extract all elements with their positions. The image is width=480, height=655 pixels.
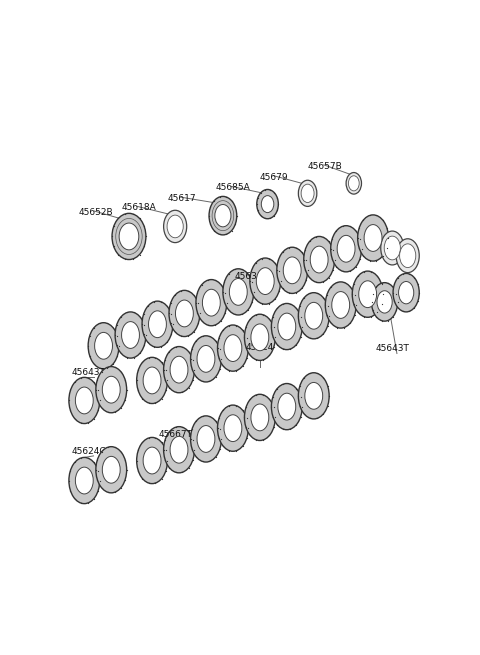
Ellipse shape bbox=[88, 323, 119, 369]
Ellipse shape bbox=[164, 426, 194, 473]
Ellipse shape bbox=[251, 324, 269, 350]
Ellipse shape bbox=[209, 196, 237, 235]
Ellipse shape bbox=[191, 336, 221, 382]
Ellipse shape bbox=[271, 384, 302, 430]
Ellipse shape bbox=[203, 290, 220, 316]
Ellipse shape bbox=[217, 405, 248, 451]
Ellipse shape bbox=[148, 311, 167, 337]
Text: 45643T: 45643T bbox=[72, 368, 106, 377]
Ellipse shape bbox=[346, 172, 361, 194]
Ellipse shape bbox=[325, 282, 356, 328]
Ellipse shape bbox=[256, 268, 274, 295]
Ellipse shape bbox=[332, 291, 349, 318]
Ellipse shape bbox=[69, 377, 100, 424]
Ellipse shape bbox=[115, 312, 146, 358]
Ellipse shape bbox=[337, 235, 355, 262]
Ellipse shape bbox=[167, 215, 183, 238]
Text: 45679: 45679 bbox=[260, 172, 288, 181]
Ellipse shape bbox=[224, 415, 242, 441]
Ellipse shape bbox=[257, 189, 278, 219]
Ellipse shape bbox=[143, 447, 161, 474]
Ellipse shape bbox=[137, 438, 168, 483]
Ellipse shape bbox=[299, 180, 317, 206]
Ellipse shape bbox=[164, 210, 187, 242]
Ellipse shape bbox=[170, 356, 188, 383]
Text: 45657B: 45657B bbox=[308, 162, 342, 171]
Ellipse shape bbox=[176, 300, 193, 327]
Ellipse shape bbox=[283, 257, 301, 284]
Ellipse shape bbox=[69, 457, 100, 504]
Ellipse shape bbox=[250, 258, 281, 304]
Text: 45652B: 45652B bbox=[78, 208, 113, 217]
Ellipse shape bbox=[384, 236, 400, 260]
Ellipse shape bbox=[358, 215, 388, 261]
Ellipse shape bbox=[121, 322, 139, 348]
Ellipse shape bbox=[142, 301, 173, 347]
Ellipse shape bbox=[393, 273, 419, 312]
Ellipse shape bbox=[244, 394, 275, 441]
Ellipse shape bbox=[310, 246, 328, 273]
Text: 45618A: 45618A bbox=[121, 203, 156, 212]
Ellipse shape bbox=[331, 226, 361, 272]
Ellipse shape bbox=[304, 236, 335, 283]
Ellipse shape bbox=[96, 447, 127, 493]
Ellipse shape bbox=[299, 293, 329, 339]
Text: 45624C: 45624C bbox=[72, 447, 107, 456]
Ellipse shape bbox=[197, 426, 215, 453]
Ellipse shape bbox=[112, 214, 146, 259]
Ellipse shape bbox=[164, 346, 194, 393]
Text: 45667T: 45667T bbox=[158, 430, 192, 439]
Ellipse shape bbox=[229, 278, 247, 305]
Ellipse shape bbox=[197, 345, 215, 372]
Ellipse shape bbox=[191, 416, 221, 462]
Text: 45643T: 45643T bbox=[375, 345, 409, 354]
Ellipse shape bbox=[196, 280, 227, 326]
Ellipse shape bbox=[381, 231, 404, 265]
Ellipse shape bbox=[137, 358, 168, 403]
Ellipse shape bbox=[143, 367, 161, 394]
Ellipse shape bbox=[224, 335, 242, 362]
Ellipse shape bbox=[352, 271, 383, 317]
Ellipse shape bbox=[364, 225, 382, 252]
Ellipse shape bbox=[278, 313, 296, 340]
Text: 45685A: 45685A bbox=[215, 183, 250, 193]
Ellipse shape bbox=[299, 373, 329, 419]
Ellipse shape bbox=[277, 247, 308, 293]
Ellipse shape bbox=[278, 393, 296, 420]
Ellipse shape bbox=[170, 436, 188, 463]
Ellipse shape bbox=[95, 332, 112, 359]
Ellipse shape bbox=[400, 244, 416, 267]
Ellipse shape bbox=[217, 325, 248, 371]
Ellipse shape bbox=[301, 184, 314, 202]
Ellipse shape bbox=[348, 176, 359, 191]
Ellipse shape bbox=[398, 282, 414, 304]
Text: 45631C: 45631C bbox=[235, 272, 270, 281]
Ellipse shape bbox=[96, 367, 127, 413]
Ellipse shape bbox=[377, 291, 392, 313]
Ellipse shape bbox=[223, 269, 254, 315]
Text: 45665: 45665 bbox=[386, 297, 415, 306]
Ellipse shape bbox=[251, 404, 269, 431]
Ellipse shape bbox=[169, 290, 200, 337]
Ellipse shape bbox=[305, 303, 323, 329]
Ellipse shape bbox=[261, 196, 274, 213]
Ellipse shape bbox=[372, 283, 398, 321]
Ellipse shape bbox=[244, 314, 275, 360]
Text: 45617: 45617 bbox=[168, 194, 196, 203]
Ellipse shape bbox=[102, 457, 120, 483]
Ellipse shape bbox=[396, 239, 419, 272]
Ellipse shape bbox=[215, 204, 231, 227]
Ellipse shape bbox=[75, 387, 93, 414]
Ellipse shape bbox=[102, 376, 120, 403]
Ellipse shape bbox=[75, 467, 93, 494]
Text: 45624: 45624 bbox=[246, 343, 274, 352]
Ellipse shape bbox=[305, 383, 323, 409]
Ellipse shape bbox=[271, 303, 302, 350]
Ellipse shape bbox=[359, 281, 377, 308]
Ellipse shape bbox=[119, 223, 139, 250]
